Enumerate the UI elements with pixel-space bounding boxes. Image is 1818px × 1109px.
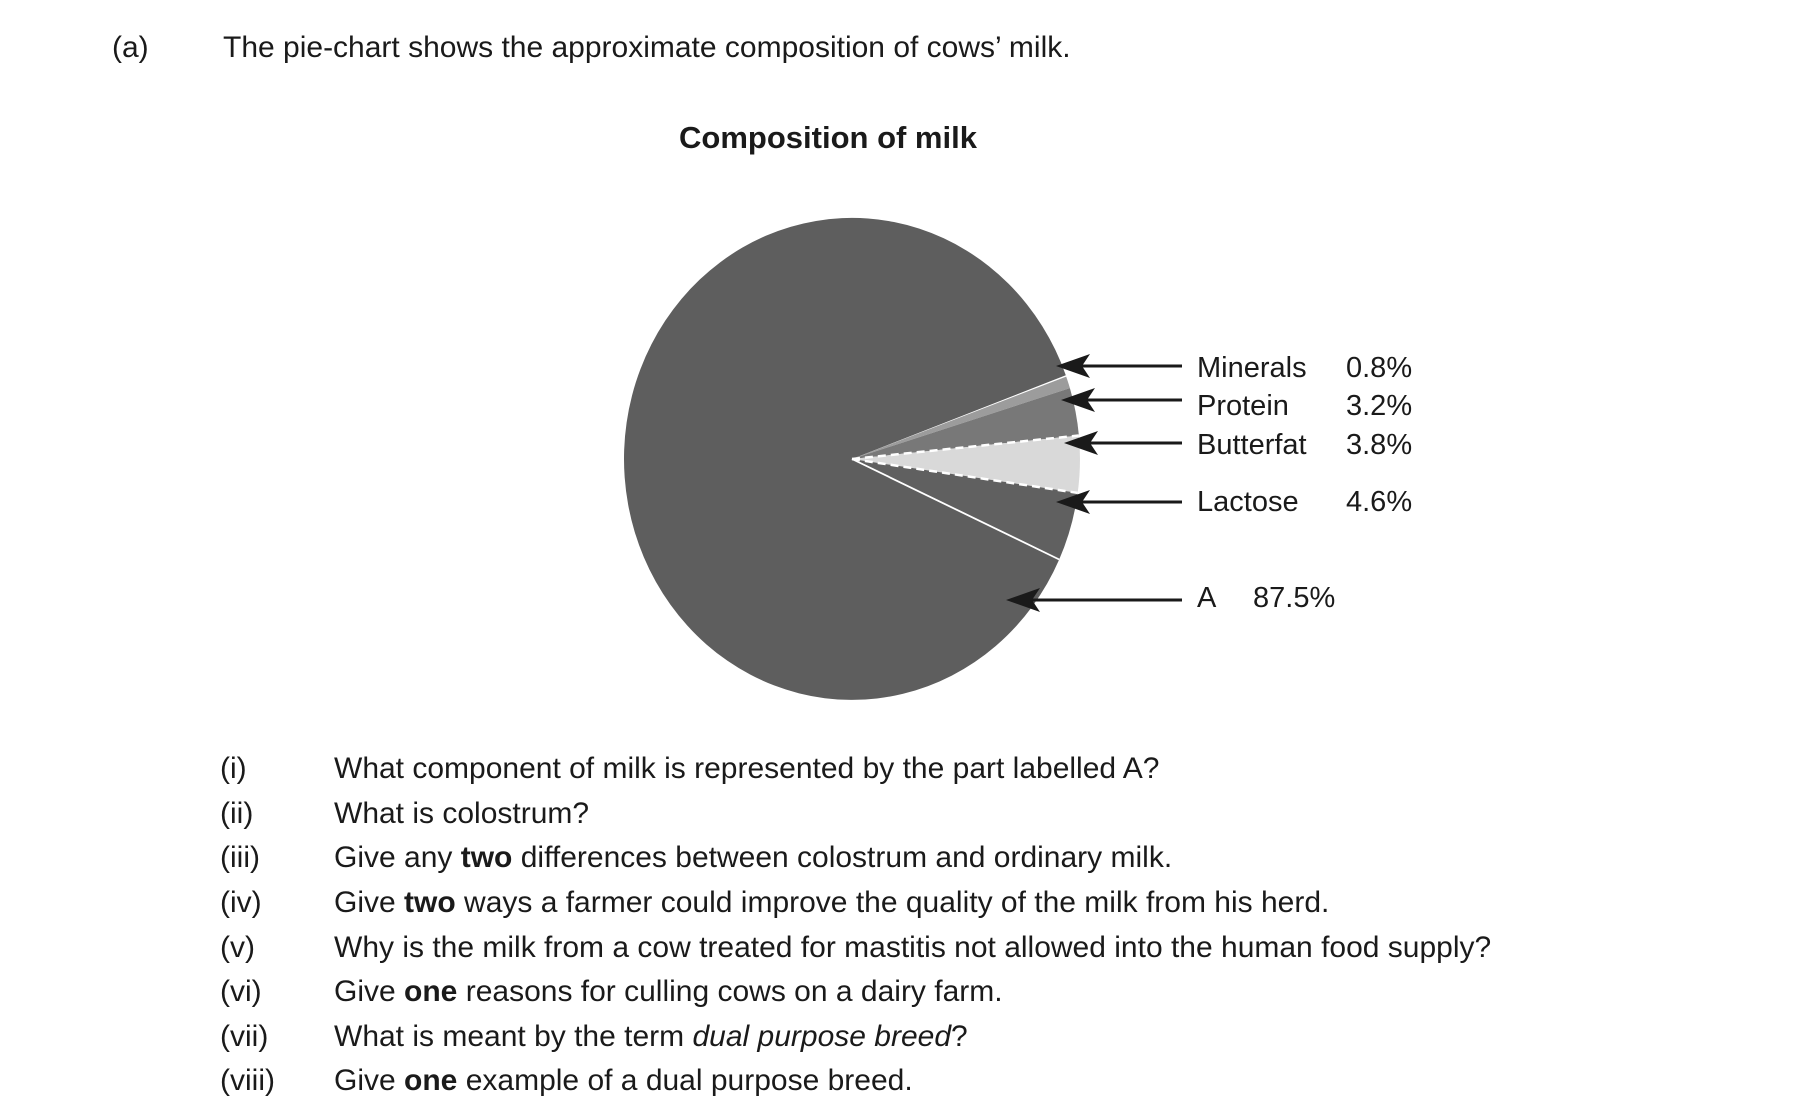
pie-chart: [624, 217, 1182, 700]
question-numeral: (vii): [220, 1019, 269, 1053]
pie-slice-butterfat: [852, 435, 1080, 493]
legend-label-a: A: [1197, 582, 1217, 614]
legend-label-protein: Protein: [1197, 390, 1289, 422]
question-text: Give any two differences between colostr…: [334, 841, 1173, 875]
question-text: Give two ways a farmer could improve the…: [334, 885, 1330, 919]
question-row: (vii) What is meant by the term dual pur…: [0, 1014, 1818, 1059]
arrowhead-icon: [1006, 588, 1040, 612]
legend-value-lactose: 4.6%: [1346, 486, 1413, 518]
question-row: (iv) Give two ways a farmer could improv…: [0, 881, 1818, 926]
legend-value-a: 87.5%: [1253, 582, 1336, 614]
question-numeral: (iv): [220, 885, 262, 919]
question-row: (iii) Give any two differences between c…: [0, 836, 1818, 881]
question-row: (i) What component of milk is represente…: [0, 747, 1818, 792]
questions-list: (i) What component of milk is represente…: [0, 747, 1818, 1104]
question-row: (vi) Give one reasons for culling cows o…: [0, 970, 1818, 1015]
pie-slice-separators: [851, 434, 1080, 561]
question-numeral: (vi): [220, 975, 262, 1009]
pie-slice-lactose: [852, 459, 1078, 560]
question-intro-text: The pie-chart shows the approximate comp…: [223, 31, 1071, 64]
question-row: (viii) Give one example of a dual purpos…: [0, 1059, 1818, 1104]
pie-slice-a: [624, 217, 1066, 700]
question-numeral: (iii): [220, 841, 260, 875]
legend-value-protein: 3.2%: [1346, 390, 1413, 422]
arrow-a: [1006, 588, 1182, 612]
arrowhead-icon: [1064, 431, 1098, 455]
legend-label-lactose: Lactose: [1197, 486, 1299, 518]
arrow-butterfat: [1064, 431, 1182, 455]
arrow-protein: [1061, 388, 1182, 412]
question-text: Give one reasons for culling cows on a d…: [334, 975, 1003, 1009]
legend-label-minerals: Minerals: [1197, 352, 1307, 384]
question-numeral: (i): [220, 752, 247, 786]
arrowhead-icon: [1056, 354, 1090, 378]
legend-value-butterfat: 3.8%: [1346, 429, 1413, 461]
question-part-label: (a): [112, 31, 149, 64]
arrow-minerals: [1056, 354, 1182, 378]
question-numeral: (ii): [220, 796, 254, 830]
question-text: Give one example of a dual purpose breed…: [334, 1064, 913, 1098]
chart-title: Composition of milk: [679, 120, 977, 155]
question-text: What is colostrum?: [334, 796, 590, 830]
arrowhead-icon: [1056, 490, 1090, 514]
arrow-lactose: [1056, 490, 1182, 514]
pie-slice-minerals: [852, 376, 1070, 459]
question-text: What is meant by the term dual purpose b…: [334, 1019, 968, 1053]
question-row: (v) Why is the milk from a cow treated f…: [0, 925, 1818, 970]
question-text: Why is the milk from a cow treated for m…: [334, 930, 1492, 964]
arrowhead-icon: [1061, 388, 1095, 412]
question-numeral: (v): [220, 930, 255, 964]
slice-separator: [851, 458, 1060, 561]
legend-label-butterfat: Butterfat: [1197, 429, 1307, 461]
legend-value-minerals: 0.8%: [1346, 352, 1413, 384]
question-text: What component of milk is represented by…: [334, 752, 1160, 786]
pie-slices: [624, 217, 1080, 700]
question-row: (ii) What is colostrum?: [0, 792, 1818, 837]
question-numeral: (viii): [220, 1064, 275, 1098]
